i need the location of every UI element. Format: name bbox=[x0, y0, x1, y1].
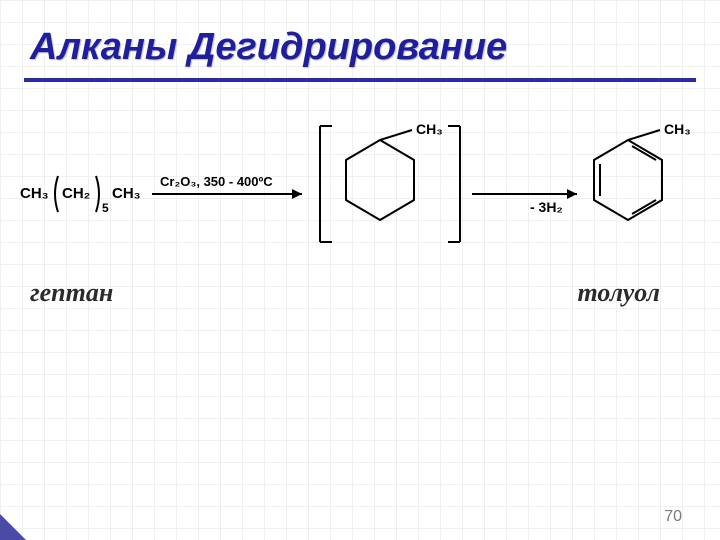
heptane-ch3-right: CH₃ bbox=[112, 185, 141, 202]
byproduct-text: - 3H₂ bbox=[530, 199, 563, 215]
heptane-ch3-left: CH₃ bbox=[20, 185, 49, 202]
label-toluene: толуол bbox=[578, 278, 660, 308]
title-underline bbox=[24, 78, 696, 82]
bracket-close-icon bbox=[448, 126, 460, 242]
label-heptane: гептан bbox=[30, 278, 113, 308]
catalyst-text: Cr₂O₃, 350 - 400ºC bbox=[160, 174, 273, 189]
arrow-1-icon: Cr₂O₃, 350 - 400ºC bbox=[152, 174, 302, 199]
product-structure: CH₃ bbox=[594, 121, 691, 220]
heptane-repeat: 5 bbox=[102, 201, 109, 215]
page-number: 70 bbox=[664, 508, 682, 526]
intermediate-structure: CH₃ bbox=[346, 121, 443, 220]
bracket-open-icon bbox=[320, 126, 332, 242]
arrow-2-icon: - 3H₂ bbox=[472, 189, 577, 215]
reaction-scheme: CH₃ CH₂ 5 CH₃ Cr₂O₃, 350 - 400ºC CH₃ bbox=[20, 116, 700, 246]
page-title: Алканы Дегидрирование bbox=[30, 26, 507, 69]
heptane-ch2: CH₂ bbox=[62, 185, 90, 202]
corner-accent-icon bbox=[0, 514, 26, 540]
paren-close-icon bbox=[96, 176, 99, 212]
paren-open-icon bbox=[55, 176, 58, 212]
intermediate-ch3: CH₃ bbox=[416, 121, 443, 137]
product-ch3: CH₃ bbox=[664, 121, 691, 137]
